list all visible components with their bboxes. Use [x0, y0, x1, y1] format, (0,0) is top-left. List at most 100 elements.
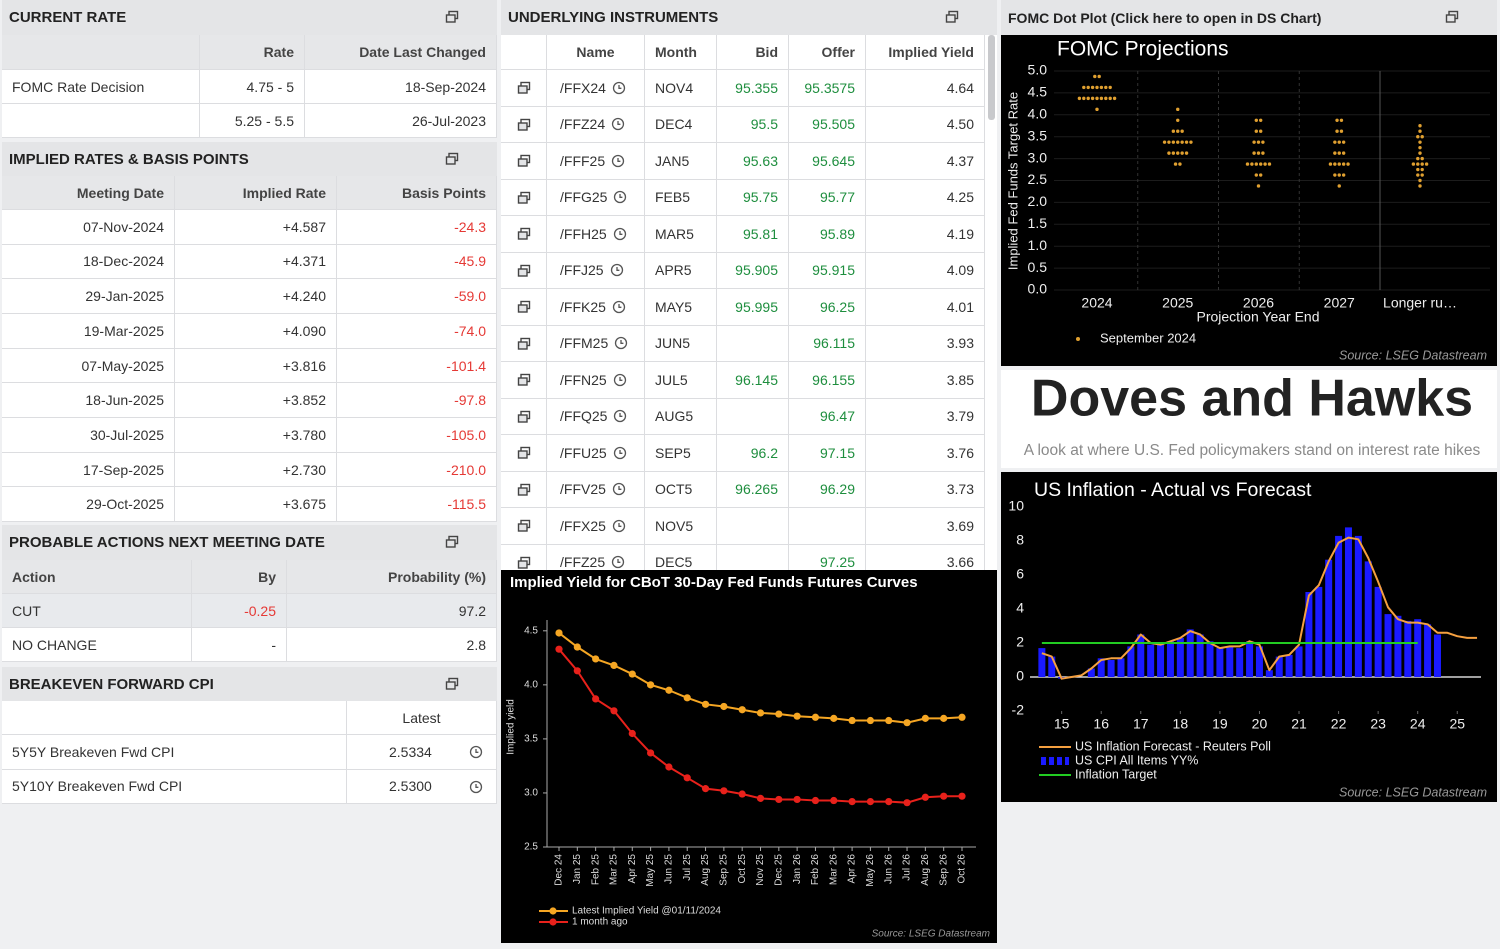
- popout-icon[interactable]: [517, 410, 531, 424]
- clock-icon[interactable]: [614, 336, 628, 350]
- clock-icon[interactable]: [611, 154, 625, 168]
- clock-icon[interactable]: [612, 482, 626, 496]
- row-popout: [501, 289, 547, 326]
- popout-icon[interactable]: [517, 337, 531, 351]
- clock-icon[interactable]: [469, 780, 483, 794]
- clock-icon[interactable]: [610, 263, 624, 277]
- dot: [1171, 151, 1176, 155]
- bar: [1176, 637, 1184, 677]
- x-tick-label: Dec 24: [554, 854, 565, 886]
- point: [555, 629, 563, 637]
- dot: [1416, 135, 1420, 139]
- table-cell: 19-Mar-2025: [2, 314, 175, 349]
- y-tick-label: 2: [1016, 634, 1024, 650]
- dot: [1086, 85, 1090, 90]
- table-cell: 96.2: [717, 435, 789, 472]
- point: [738, 706, 746, 714]
- popout-icon[interactable]: [445, 152, 459, 166]
- table-cell: APR5: [645, 252, 717, 289]
- popout-icon[interactable]: [517, 483, 531, 497]
- popout-icon[interactable]: [517, 227, 531, 241]
- panel-title[interactable]: FOMC Dot Plot (Click here to open in DS …: [1008, 9, 1322, 26]
- dot: [1418, 151, 1422, 155]
- popout-icon[interactable]: [517, 264, 531, 278]
- table-cell: 96.47: [789, 398, 866, 435]
- clock-icon[interactable]: [612, 519, 626, 533]
- dot: [1176, 151, 1180, 155]
- x-tick-label: 25: [1449, 716, 1465, 732]
- dot: [1416, 162, 1420, 166]
- popout-icon[interactable]: [517, 118, 531, 132]
- popout-icon[interactable]: [517, 446, 531, 460]
- clock-icon[interactable]: [611, 555, 625, 569]
- popout-icon[interactable]: [445, 535, 459, 549]
- column-header: Meeting Date: [2, 176, 175, 210]
- table-cell: [717, 398, 789, 435]
- popout-icon[interactable]: [445, 10, 459, 24]
- clock-icon[interactable]: [613, 190, 627, 204]
- popout-icon[interactable]: [517, 300, 531, 314]
- row-popout: [501, 179, 547, 216]
- popout-icon[interactable]: [1445, 10, 1459, 24]
- clock-icon[interactable]: [469, 745, 483, 759]
- dot: [1420, 167, 1424, 172]
- table-cell: +4.090: [175, 314, 337, 349]
- dot: [1256, 140, 1261, 144]
- clock-icon[interactable]: [613, 409, 627, 423]
- clock-icon[interactable]: [612, 81, 626, 95]
- point: [756, 709, 765, 717]
- y-tick-label: 3.5: [524, 734, 538, 745]
- popout-icon[interactable]: [517, 81, 531, 95]
- point: [811, 796, 820, 805]
- table-cell: 4.09: [866, 252, 985, 289]
- dot: [1418, 184, 1422, 188]
- bar: [1186, 629, 1194, 677]
- popout-icon[interactable]: [517, 154, 531, 168]
- dot: [1245, 162, 1250, 166]
- dot: [1090, 85, 1095, 90]
- dot: [1099, 96, 1104, 101]
- dot: [1254, 129, 1259, 133]
- table-cell: [789, 508, 866, 545]
- dot: [1184, 140, 1189, 144]
- table-cell: 96.155: [789, 362, 866, 399]
- row-popout: [501, 143, 547, 180]
- dot: [1337, 162, 1341, 166]
- popout-icon[interactable]: [445, 677, 459, 691]
- clock-icon[interactable]: [612, 300, 626, 314]
- x-tick-label: Jan 26: [792, 854, 803, 884]
- clock-icon[interactable]: [613, 446, 627, 460]
- table-cell: CUT: [2, 594, 192, 628]
- bar: [1236, 648, 1244, 677]
- bar: [1374, 586, 1382, 677]
- scrollbar[interactable]: [988, 35, 995, 120]
- popout-icon[interactable]: [517, 191, 531, 205]
- dot: [1171, 140, 1176, 144]
- popout-icon[interactable]: [517, 373, 531, 387]
- x-tick-label: Dec 25: [773, 854, 784, 886]
- popout-icon[interactable]: [945, 10, 959, 24]
- table-cell: +4.240: [175, 279, 337, 314]
- point: [848, 798, 856, 806]
- dot: [1267, 162, 1272, 166]
- x-tick-label: May 26: [865, 854, 876, 887]
- popout-icon[interactable]: [517, 519, 531, 533]
- dot: [1167, 140, 1171, 144]
- bar: [1246, 641, 1254, 677]
- table-cell: 2.5334: [347, 735, 497, 770]
- popout-icon[interactable]: [517, 556, 531, 570]
- dot: [1333, 151, 1337, 155]
- clock-icon[interactable]: [613, 227, 627, 241]
- clock-icon[interactable]: [613, 373, 627, 387]
- table-cell: 95.355: [717, 70, 789, 107]
- table-cell: NOV4: [645, 70, 717, 107]
- instruments-panel: UNDERLYING INSTRUMENTS Name Month Bid Offer…: [501, 0, 997, 570]
- dot: [1420, 135, 1424, 139]
- panel-header: UNDERLYING INSTRUMENTS: [501, 0, 997, 35]
- clock-icon[interactable]: [611, 117, 625, 131]
- dot: [1173, 162, 1178, 166]
- panel-header[interactable]: FOMC Dot Plot (Click here to open in DS …: [1001, 0, 1497, 35]
- panel-title: IMPLIED RATES & BASIS POINTS: [9, 150, 249, 168]
- table-cell: 96.25: [789, 289, 866, 326]
- table-cell: /FFV25: [547, 471, 645, 508]
